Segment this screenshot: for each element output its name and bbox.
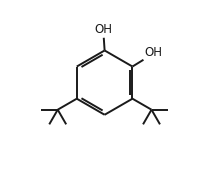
Text: OH: OH — [94, 23, 112, 36]
Text: OH: OH — [144, 46, 162, 59]
